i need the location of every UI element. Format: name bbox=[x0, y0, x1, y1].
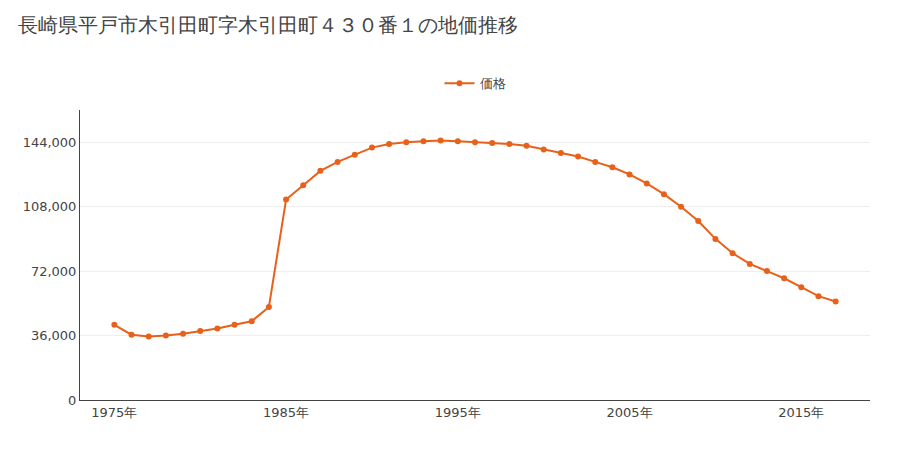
svg-text:144,000: 144,000 bbox=[23, 135, 77, 150]
svg-text:1975年: 1975年 bbox=[91, 405, 137, 420]
svg-text:長崎県平戸市木引田町字木引田町４３０番１の地価推移: 長崎県平戸市木引田町字木引田町４３０番１の地価推移 bbox=[18, 13, 518, 37]
svg-text:1995年: 1995年 bbox=[435, 405, 481, 420]
svg-text:36,000: 36,000 bbox=[31, 328, 77, 343]
svg-text:72,000: 72,000 bbox=[31, 264, 77, 279]
svg-text:108,000: 108,000 bbox=[23, 199, 77, 214]
svg-text:0: 0 bbox=[68, 393, 76, 408]
svg-text:2015年: 2015年 bbox=[778, 405, 824, 420]
svg-text:2005年: 2005年 bbox=[607, 405, 653, 420]
svg-text:価格: 価格 bbox=[480, 76, 506, 91]
svg-text:1985年: 1985年 bbox=[263, 405, 309, 420]
